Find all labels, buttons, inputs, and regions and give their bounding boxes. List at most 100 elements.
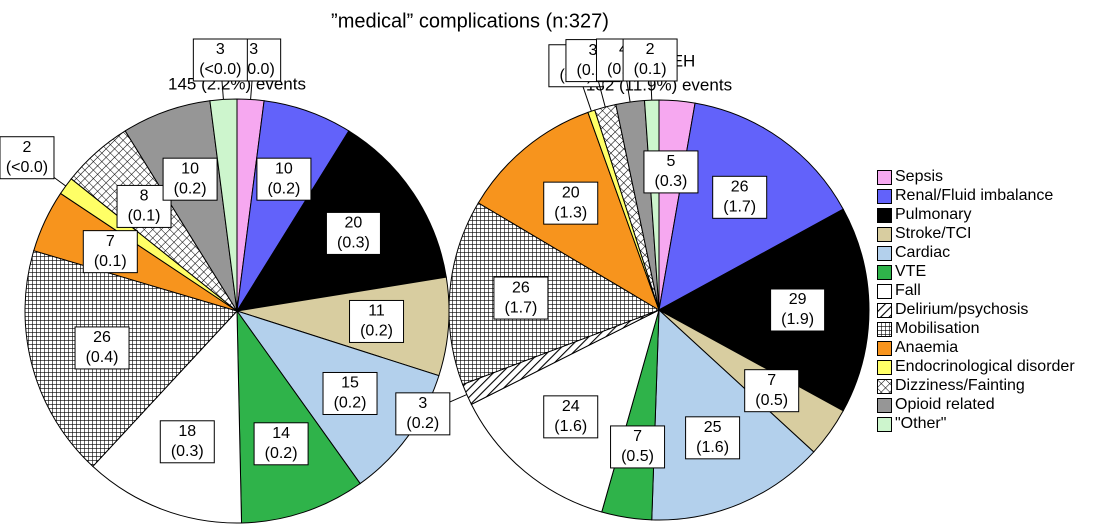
legend-swatch [877, 322, 892, 337]
data-label: 18 (0.3) [159, 420, 215, 464]
value-label: 10 [181, 160, 199, 177]
legend-label: Renal/Fluid imbalance [895, 187, 1054, 204]
data-label: 15 (0.2) [322, 371, 378, 415]
data-label: 2 (0.1) [622, 38, 678, 82]
legend-label: Dizziness/Fainting [895, 377, 1025, 394]
value-label: 10 [275, 160, 293, 177]
swatch-fill [877, 341, 892, 356]
rate-label: (0.2) [360, 323, 393, 340]
rate-label: (0.2) [174, 180, 207, 197]
value-label: 14 [272, 425, 290, 442]
value-label: 5 [666, 153, 675, 170]
data-label: 7 (0.5) [610, 425, 666, 469]
rate-label: (0.5) [755, 392, 788, 409]
legend-item: Pulmonary [877, 206, 1113, 224]
data-label: 24 (1.6) [543, 395, 599, 439]
swatch-fill [877, 284, 892, 299]
legend-item: Cardiac [877, 244, 1113, 262]
value-label: 24 [562, 398, 580, 415]
rate-label: (0.1) [634, 61, 667, 78]
legend-swatch [877, 341, 892, 356]
swatch-fill [877, 227, 892, 242]
data-label: 14 (0.2) [253, 422, 309, 466]
label-box [744, 369, 800, 413]
legend-item: Delirium/psychosis [877, 301, 1113, 319]
legend: Sepsis Renal/Fluid imbalance Pulmonary Stro… [877, 168, 1113, 434]
legend-item: Endocrinological disorder [877, 358, 1113, 376]
rate-label: (1.9) [781, 311, 814, 328]
pie-slice [657, 208, 870, 412]
data-label: 29 (1.9) [770, 288, 826, 332]
value-label: 18 [178, 423, 196, 440]
value-label: 3 [588, 42, 597, 59]
chart-title: ”medical” complications (n:327) [331, 10, 609, 32]
rate-label: (0.3) [171, 443, 204, 460]
legend-swatch [877, 360, 892, 375]
value-label: 29 [789, 291, 807, 308]
label-box [395, 392, 451, 436]
rate-label: (0.1) [94, 253, 127, 270]
label-box [253, 422, 309, 466]
swatch-fill [877, 398, 892, 413]
rate-label: (0.2) [406, 415, 439, 432]
legend-item: Sepsis [877, 168, 1113, 186]
legend-label: Stroke/TCI [895, 225, 972, 242]
label-box [116, 184, 172, 228]
data-label: 10 (0.2) [162, 157, 218, 201]
rate-label: (0.2) [267, 180, 300, 197]
swatch-fill [877, 265, 892, 280]
legend-label: Opioid related [895, 396, 995, 413]
data-label: 10 (0.2) [256, 157, 312, 201]
label-box [192, 38, 248, 82]
label-box [82, 230, 138, 274]
legend-item: Anaemia [877, 339, 1113, 357]
value-label: 3 [249, 41, 258, 58]
value-label: 26 [93, 329, 111, 346]
pie-slice [448, 202, 661, 386]
label-box [543, 395, 599, 439]
legend-item: Fall [877, 282, 1113, 300]
swatch-fill [877, 417, 892, 432]
rate-label: (0.2) [265, 445, 298, 462]
legend-label: Fall [895, 282, 921, 299]
label-box [622, 38, 678, 82]
label-box [74, 326, 130, 370]
legend-label: Anaemia [895, 339, 959, 356]
legend-item: Dizziness/Fainting [877, 377, 1113, 395]
rate-label: (0.2) [334, 395, 367, 412]
data-label: 20 (0.3) [325, 211, 381, 255]
legend-swatch [877, 227, 892, 242]
label-box [322, 371, 378, 415]
legend-label: Delirium/psychosis [895, 301, 1029, 318]
label-box [770, 288, 826, 332]
legend-swatch [877, 417, 892, 432]
value-label: 20 [345, 215, 363, 232]
legend-label: Endocrinological disorder [895, 358, 1075, 375]
legend-swatch [877, 265, 892, 280]
legend-label: Mobilisation [895, 320, 980, 337]
value-label: 7 [767, 372, 776, 389]
data-label: 26 (0.4) [74, 326, 130, 370]
label-box [543, 181, 599, 225]
legend-swatch [877, 246, 892, 261]
label-box [0, 136, 55, 180]
data-label: 2 (<0.0) [0, 136, 55, 180]
label-box [162, 157, 218, 201]
legend-item: "Other" [877, 415, 1113, 433]
value-label: 2 [646, 41, 655, 58]
legend-label: Pulmonary [895, 206, 972, 223]
legend-swatch [877, 303, 892, 318]
value-label: 26 [731, 179, 749, 196]
legend-item: Stroke/TCI [877, 225, 1113, 243]
label-box [325, 211, 381, 255]
rate-label: (<0.0) [199, 61, 241, 78]
swatch-fill [877, 189, 892, 204]
label-box [256, 157, 312, 201]
swatch-fill [877, 208, 892, 223]
data-label: 11 (0.2) [349, 299, 405, 343]
legend-swatch [877, 170, 892, 185]
label-box [712, 175, 768, 219]
rate-label: (1.7) [504, 299, 537, 316]
data-label: 5 (0.3) [643, 150, 699, 194]
